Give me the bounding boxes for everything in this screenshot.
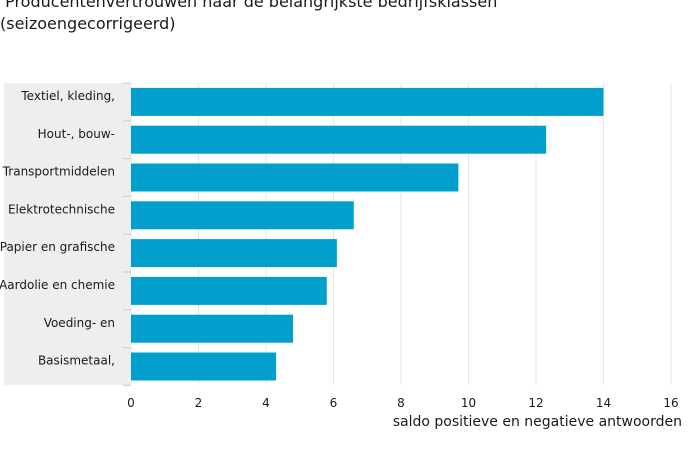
- bar: [131, 352, 277, 381]
- bar: [131, 276, 327, 305]
- x-tick-label: 4: [262, 396, 270, 410]
- bar: [131, 239, 337, 268]
- x-tick-label: 0: [127, 396, 135, 410]
- category-label: Hout-, bouw-: [38, 127, 115, 141]
- bar: [131, 125, 547, 154]
- category-label: Aardolie en chemie: [0, 278, 115, 292]
- x-tick-label: 10: [461, 396, 476, 410]
- x-tick-label: 16: [663, 396, 678, 410]
- bars: [131, 87, 604, 381]
- category-labels: Textiel, kleding, Hout-, bouw- Transportmi…: [0, 89, 115, 368]
- x-tick-label: 2: [195, 396, 203, 410]
- category-label: Elektrotechnische: [8, 202, 115, 216]
- x-axis-ticks: 0 2 4 6 8 10 12 14 16: [127, 396, 678, 410]
- category-label-panel: [4, 83, 131, 385]
- chart-title: Producentenvertrouwen naar de belangrijk…: [0, 0, 498, 33]
- category-label: Voeding- en: [44, 316, 115, 330]
- bar: [131, 314, 293, 343]
- category-label: Textiel, kleding,: [20, 89, 115, 103]
- category-label: Transportmiddelen: [2, 165, 115, 179]
- bar: [131, 163, 459, 192]
- x-axis-label: saldo positieve en negatieve antwoorden: [393, 414, 682, 430]
- bar: [131, 87, 604, 116]
- x-tick-label: 6: [330, 396, 338, 410]
- category-label: Basismetaal,: [38, 354, 115, 368]
- x-tick-label: 12: [528, 396, 543, 410]
- x-tick-label: 14: [596, 396, 611, 410]
- bar: [131, 201, 354, 230]
- x-tick-label: 8: [397, 396, 405, 410]
- category-label: Papier en grafische: [0, 240, 115, 254]
